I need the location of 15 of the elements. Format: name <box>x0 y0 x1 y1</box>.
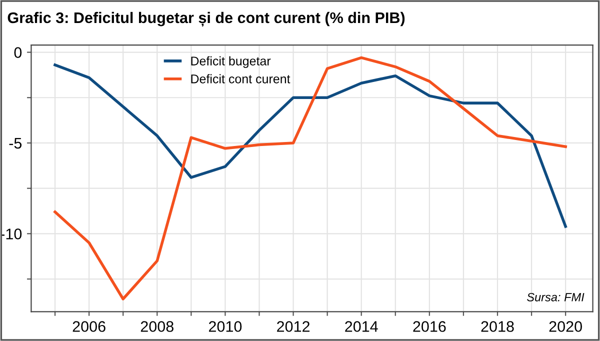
legend-label: Deficit bugetar <box>191 56 271 68</box>
legend-label: Deficit cont curent <box>191 74 290 84</box>
x-tick-label: 2012 <box>277 321 310 332</box>
y-tick-label: -5 <box>9 138 22 149</box>
y-tick-label: 0 <box>14 47 22 58</box>
y-tick-label: -10 <box>0 228 22 240</box>
x-tick-label: 2006 <box>72 321 106 332</box>
x-tick-label: 2014 <box>345 321 378 332</box>
x-tick-label: 2010 <box>208 321 242 332</box>
x-tick-label: 2016 <box>413 321 446 332</box>
x-tick-label: 2008 <box>140 321 174 332</box>
chart-title: Grafic 3: Deficitul bugetar și de cont curent (% din PIB) <box>8 12 405 27</box>
x-tick-label: 2020 <box>549 321 582 332</box>
x-tick-label: 2018 <box>481 321 514 332</box>
annotation: Sursa: FMI <box>526 292 584 302</box>
